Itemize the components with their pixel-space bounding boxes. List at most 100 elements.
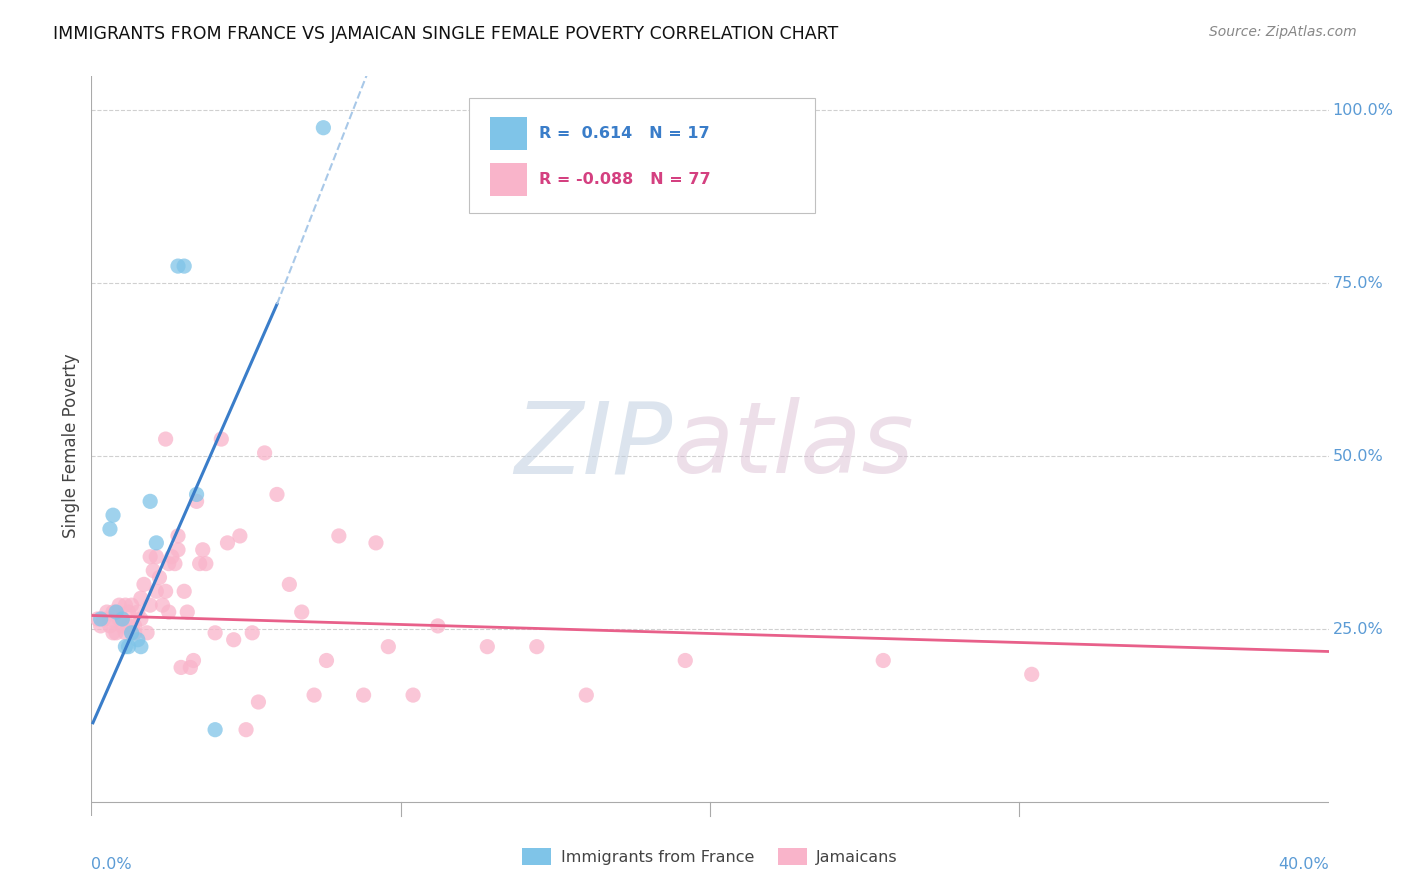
Point (526, 640, 548, 654)
Point (152, 598, 174, 612)
Point (117, 619, 139, 633)
Point (157, 557, 180, 571)
Point (148, 570, 170, 584)
Point (1021, 667, 1043, 681)
Text: R = -0.088   N = 77: R = -0.088 N = 77 (540, 172, 711, 187)
Point (163, 557, 186, 571)
Point (111, 612, 134, 626)
Point (426, 619, 449, 633)
Point (145, 536, 167, 550)
Text: Source: ZipAtlas.com: Source: ZipAtlas.com (1209, 25, 1357, 39)
Point (142, 564, 165, 578)
Point (129, 612, 152, 626)
Point (98, 612, 121, 626)
Point (114, 598, 136, 612)
Point (101, 508, 124, 523)
Point (575, 688, 598, 702)
Point (235, 723, 257, 737)
Text: 25.0%: 25.0% (1333, 622, 1384, 637)
Point (127, 632, 149, 647)
Point (364, 536, 387, 550)
Point (145, 584, 167, 599)
Point (204, 723, 226, 737)
Y-axis label: Single Female Poverty: Single Female Poverty (62, 354, 80, 538)
Point (302, 688, 325, 702)
Point (121, 598, 143, 612)
Point (173, 584, 195, 599)
Point (117, 640, 139, 654)
Point (114, 625, 136, 640)
Point (179, 660, 201, 674)
Point (673, 653, 696, 667)
Point (170, 660, 193, 674)
Point (209, 432, 232, 446)
Point (114, 640, 136, 654)
Point (111, 619, 134, 633)
Point (194, 557, 217, 571)
Text: 75.0%: 75.0% (1333, 276, 1384, 291)
Point (108, 612, 131, 626)
Point (117, 605, 139, 619)
Point (402, 688, 425, 702)
Point (186, 487, 208, 501)
Point (124, 619, 146, 633)
Point (217, 536, 239, 550)
Point (93, 612, 115, 626)
Point (98, 522, 121, 536)
Point (183, 653, 205, 667)
Point (145, 549, 167, 564)
Point (222, 632, 245, 647)
Text: 50.0%: 50.0% (1333, 449, 1384, 464)
Point (111, 612, 134, 626)
Point (121, 625, 143, 640)
Point (353, 688, 375, 702)
Point (278, 577, 301, 591)
Point (101, 625, 124, 640)
Point (86, 612, 108, 626)
Text: R =  0.614   N = 17: R = 0.614 N = 17 (540, 126, 710, 141)
Point (186, 494, 208, 508)
Point (108, 598, 131, 612)
Point (872, 653, 894, 667)
Text: 0.0%: 0.0% (91, 857, 132, 871)
Point (139, 549, 162, 564)
Legend: Immigrants from France, Jamaicans: Immigrants from France, Jamaicans (516, 842, 904, 871)
Point (328, 529, 350, 543)
Point (167, 542, 190, 557)
Point (247, 695, 270, 709)
Point (240, 625, 263, 640)
FancyBboxPatch shape (468, 98, 815, 213)
Point (229, 529, 252, 543)
Point (139, 494, 162, 508)
Point (191, 542, 214, 557)
Point (129, 591, 152, 606)
Text: 40.0%: 40.0% (1278, 857, 1329, 871)
Point (477, 640, 499, 654)
Point (204, 625, 226, 640)
Point (266, 487, 288, 501)
Text: IMMIGRANTS FROM FRANCE VS JAMAICAN SINGLE FEMALE POVERTY CORRELATION CHART: IMMIGRANTS FROM FRANCE VS JAMAICAN SINGL… (53, 25, 838, 43)
Point (312, 120, 335, 135)
Point (121, 625, 143, 640)
Point (160, 549, 183, 564)
Point (315, 653, 337, 667)
Point (139, 598, 162, 612)
Point (155, 432, 177, 446)
Point (105, 605, 128, 619)
FancyBboxPatch shape (489, 117, 527, 150)
Point (173, 259, 195, 273)
Point (291, 605, 314, 619)
Point (167, 259, 190, 273)
Point (127, 605, 149, 619)
Point (101, 605, 124, 619)
Point (132, 577, 155, 591)
FancyBboxPatch shape (489, 163, 527, 196)
Point (105, 605, 128, 619)
Text: atlas: atlas (673, 398, 914, 494)
Text: 100.0%: 100.0% (1333, 103, 1393, 118)
Point (167, 529, 190, 543)
Point (90, 612, 112, 626)
Point (155, 584, 177, 599)
Text: ZIP: ZIP (515, 398, 673, 494)
Point (96, 605, 118, 619)
